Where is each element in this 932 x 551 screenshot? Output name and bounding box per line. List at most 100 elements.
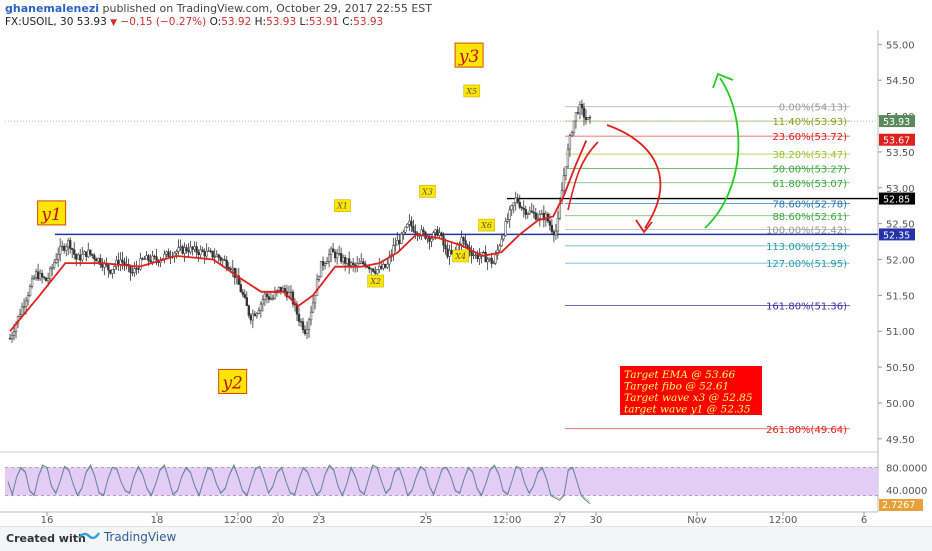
candle-body (570, 132, 574, 136)
candle-body (464, 240, 467, 246)
candle-body (372, 268, 375, 272)
candle-body (55, 259, 58, 264)
candle-body (271, 297, 275, 300)
candle-body (137, 268, 140, 270)
candle-body (428, 236, 431, 242)
wave-marker: X6 (480, 221, 492, 230)
target-line: target wave y1 @ 52.35 (624, 404, 751, 416)
candle-body (414, 231, 417, 234)
candle-body (333, 251, 337, 259)
candle-body (346, 258, 349, 264)
candle-body (99, 257, 102, 265)
x-tick-label: 16 (41, 515, 54, 526)
candle-body (462, 237, 465, 241)
candle-body (255, 313, 259, 317)
fib-level-label: 11.40%(53.93) (772, 117, 847, 128)
candle-body (329, 248, 333, 256)
candle-body (540, 212, 543, 215)
candle-body (470, 251, 473, 256)
candle-body (267, 296, 271, 300)
candle-body (211, 250, 214, 258)
candle-body (500, 238, 503, 247)
candle-body (223, 259, 226, 261)
candle-body (261, 299, 265, 305)
tradingview-brand[interactable]: TradingView (78, 530, 176, 544)
high-label: H: (254, 16, 267, 28)
candle-body (438, 232, 441, 236)
candle-body (384, 264, 387, 268)
candle-body (75, 254, 78, 260)
fib-level-label: 78.60%(52.78) (772, 200, 847, 211)
x-tick-label: 12:00 (224, 515, 253, 526)
candle-body (400, 233, 403, 244)
targets-box (620, 366, 762, 415)
candle-body (404, 226, 407, 233)
candle-body (564, 166, 568, 176)
fib-level-label: 50.00%(53.27) (772, 164, 847, 175)
candle-body (22, 306, 26, 308)
y-tick-label: 51.00 (886, 327, 915, 338)
candle-body (484, 252, 487, 263)
candle-body (59, 245, 62, 255)
candle-body (133, 268, 136, 273)
x-tick-label: 6 (861, 515, 867, 526)
candle-body (368, 266, 371, 270)
candle-body (574, 112, 578, 122)
candle-body (344, 257, 347, 264)
publish-text: published on TradingView.com, October 29… (102, 2, 432, 15)
fib-level-label: 88.60%(52.61) (772, 212, 847, 223)
candle-body (578, 104, 582, 114)
candle-body (71, 248, 74, 250)
candle-body (526, 213, 529, 215)
y-tick-label: 55.00 (886, 40, 915, 51)
candle-body (263, 293, 267, 300)
high-value: 53.93 (266, 16, 297, 28)
candle-body (356, 263, 359, 266)
candle-body (434, 229, 437, 233)
candle-body (402, 231, 405, 235)
candle-body (189, 246, 192, 253)
candle-body (321, 261, 325, 266)
price-chart[interactable]: 55.0054.5054.0053.5053.0052.5052.0051.50… (0, 0, 932, 526)
candle-body (440, 232, 443, 237)
candle-body (444, 244, 447, 250)
candle-body (406, 223, 409, 228)
candle-body (77, 254, 80, 260)
y-tick-label: 54.50 (886, 76, 915, 87)
candle-body (378, 265, 381, 270)
red-arrow-curve (606, 124, 662, 229)
candle-body (135, 268, 138, 270)
candle-body (410, 220, 413, 227)
candle-body (83, 251, 86, 255)
price-tag-label: 52.35 (883, 230, 910, 241)
tradingview-logo-icon (78, 532, 101, 540)
x-tick-label: 18 (151, 515, 164, 526)
candle-body (299, 321, 303, 323)
candle-body (588, 117, 592, 119)
candle-body (141, 258, 144, 260)
candle-body (209, 250, 212, 252)
candle-body (548, 220, 552, 226)
candle-body (317, 276, 321, 280)
candle-body (195, 246, 198, 253)
candle-body (374, 271, 377, 274)
author-name[interactable]: ghanemalenezi (5, 2, 99, 15)
candle-body (46, 278, 50, 282)
target-line: Target fibo @ 52.61 (624, 381, 729, 393)
candle-body (382, 264, 385, 269)
candle-body (430, 238, 433, 242)
candle-body (61, 245, 64, 248)
candle-body (257, 310, 261, 314)
x-tick-label: 23 (313, 515, 326, 526)
wave-marker-box (463, 84, 481, 98)
candle-body (550, 225, 554, 232)
fib-level-label: 23.60%(53.72) (772, 132, 847, 143)
candle-body (111, 269, 114, 274)
tradingview-label: TradingView (103, 530, 177, 544)
candle-body (81, 254, 84, 261)
candle-body (265, 293, 269, 297)
candle-body (516, 197, 519, 203)
symbol-label: FX:USOIL, 30 (5, 16, 74, 28)
green-arrow-curve (704, 77, 740, 229)
low-label: L: (299, 16, 309, 28)
